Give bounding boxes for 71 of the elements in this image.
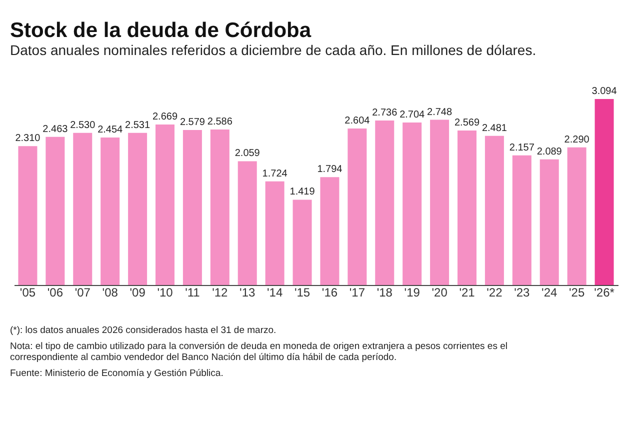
x-tick-label: '15 xyxy=(294,286,310,300)
bar xyxy=(512,155,532,285)
x-tick-label: '13 xyxy=(240,286,256,300)
bar xyxy=(238,161,257,285)
data-label: 2.157 xyxy=(509,142,535,154)
data-label: 2.089 xyxy=(536,146,562,158)
x-tick-label: '10 xyxy=(157,286,174,300)
x-tick-label: '07 xyxy=(74,286,91,300)
data-label: 2.736 xyxy=(372,108,398,119)
data-label: 2.669 xyxy=(152,112,178,123)
bar xyxy=(18,146,38,285)
x-tick-label: '23 xyxy=(514,286,530,300)
x-tick-label: '19 xyxy=(404,286,420,300)
data-label: 2.604 xyxy=(344,115,370,126)
bar xyxy=(73,132,92,285)
x-tick-label: '05 xyxy=(20,286,36,300)
data-label: 2.454 xyxy=(98,124,124,136)
bar xyxy=(540,159,559,285)
bar xyxy=(46,136,65,285)
bar xyxy=(265,181,284,285)
source-note: Fuente: Ministerio de Economía y Gestión Pública. xyxy=(10,368,224,379)
data-label: 2.290 xyxy=(564,134,590,146)
data-label: 2.310 xyxy=(15,133,41,144)
text: Nota: el tipo de cambio utilizado para la conversión de deuda en moneda de origen extranjera a pesos corrientes es el correspondiente al cambio vendedor del Banco Nación del último día hábil de cada período. xyxy=(10,341,508,363)
data-label: 2.586 xyxy=(207,116,233,128)
data-label: 2.704 xyxy=(400,109,426,120)
x-tick-label: '16 xyxy=(322,286,338,300)
x-tick-label: '25 xyxy=(569,286,585,300)
data-label: 1.419 xyxy=(290,186,316,198)
bar xyxy=(594,99,614,285)
chart-subtitle: Datos anuales nominales referidos a diciembre de cada año. En millones de dólares. xyxy=(10,42,536,58)
bar xyxy=(484,136,504,285)
data-label: 2.748 xyxy=(427,106,452,118)
bar xyxy=(292,200,312,285)
x-tick-label: '26* xyxy=(594,286,615,300)
x-tick-label: '12 xyxy=(212,286,228,300)
data-label: 1.794 xyxy=(317,164,343,176)
x-tick-label: '11 xyxy=(185,286,200,300)
text: (*): los datos anuales 2026 considerados hasta el 31 de marzo. xyxy=(10,325,276,336)
data-label: 1.724 xyxy=(262,168,288,180)
bar xyxy=(458,130,476,285)
chart-title: Stock de la deuda de Córdoba xyxy=(10,19,312,42)
x-tick-label: '22 xyxy=(486,286,503,300)
data-label: 3.094 xyxy=(592,86,618,97)
x-tick-label: '21 xyxy=(459,286,476,300)
data-label: 2.059 xyxy=(234,148,260,160)
bar xyxy=(210,130,230,285)
bar xyxy=(567,147,586,285)
data-label: 2.579 xyxy=(180,116,206,128)
x-tick-label: '18 xyxy=(376,286,393,300)
bar xyxy=(402,122,422,285)
x-tick-label: '24 xyxy=(542,286,558,300)
data-label: 2.463 xyxy=(42,124,68,135)
data-label: 2.530 xyxy=(70,120,96,131)
bar xyxy=(320,177,340,285)
x-tick-label: '14 xyxy=(267,286,283,300)
bar xyxy=(375,120,394,285)
x-tick-label: '09 xyxy=(130,286,146,300)
x-tick-label: '17 xyxy=(349,286,366,300)
bar xyxy=(100,137,120,285)
bar xyxy=(430,120,450,285)
data-label: 2.531 xyxy=(125,120,150,131)
bar xyxy=(156,124,174,285)
data-label: 2.569 xyxy=(454,118,480,129)
data-label: 2.481 xyxy=(482,122,508,134)
x-tick-label: '08 xyxy=(102,286,118,300)
bar xyxy=(128,132,148,285)
bar xyxy=(182,130,202,285)
x-tick-label: '06 xyxy=(47,286,64,300)
bar xyxy=(348,128,367,285)
x-tick-label: '20 xyxy=(432,286,448,300)
